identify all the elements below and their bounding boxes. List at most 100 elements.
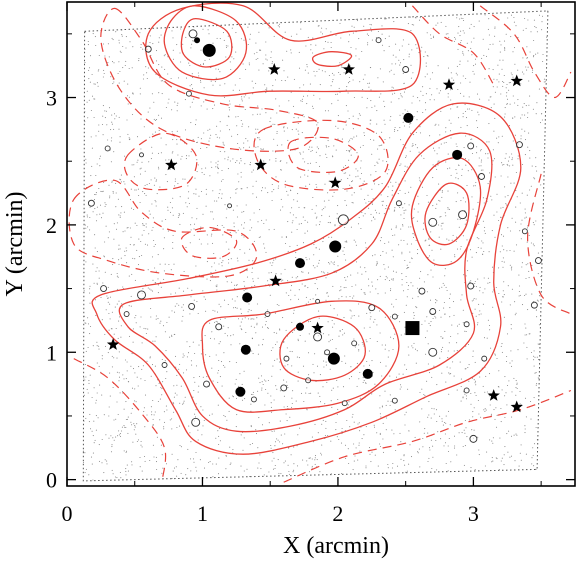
background-point <box>257 146 259 148</box>
background-point <box>174 178 176 180</box>
background-point <box>268 471 270 473</box>
background-point <box>189 432 191 434</box>
background-point <box>352 297 354 299</box>
background-point <box>205 354 207 356</box>
background-point <box>409 150 411 152</box>
background-point <box>434 150 436 152</box>
background-point <box>131 408 133 410</box>
background-point <box>484 465 486 467</box>
background-point <box>509 304 511 306</box>
y-axis-label: Y (arcmin) <box>2 191 28 296</box>
background-point <box>471 109 473 111</box>
background-point <box>462 75 464 77</box>
background-point <box>457 178 459 180</box>
background-point <box>172 241 174 244</box>
background-point <box>170 77 172 80</box>
background-point <box>534 25 536 28</box>
background-point <box>219 71 221 73</box>
background-point <box>185 77 188 79</box>
background-point <box>392 348 394 351</box>
background-point <box>84 363 87 366</box>
background-point <box>276 144 278 146</box>
background-point <box>474 280 476 283</box>
background-point <box>528 333 530 335</box>
background-point <box>362 78 364 80</box>
background-point <box>343 287 345 289</box>
background-point <box>349 149 351 152</box>
background-point <box>182 304 184 306</box>
background-point <box>236 284 238 286</box>
background-point <box>177 183 179 185</box>
background-point <box>344 200 346 202</box>
background-point <box>151 364 154 366</box>
background-point <box>318 165 321 167</box>
background-point <box>327 110 329 112</box>
background-point <box>290 454 292 456</box>
background-point <box>154 199 156 202</box>
background-point <box>349 139 351 141</box>
background-point <box>506 92 508 94</box>
background-point <box>286 420 288 422</box>
background-point <box>329 368 331 370</box>
background-point <box>394 209 396 211</box>
background-point <box>511 157 513 159</box>
background-point <box>427 416 429 418</box>
background-point <box>481 57 483 59</box>
background-point <box>225 46 228 49</box>
background-point <box>95 402 97 404</box>
background-point <box>353 26 355 28</box>
background-point <box>314 457 316 459</box>
background-point <box>202 409 204 411</box>
background-point <box>411 49 413 51</box>
background-point <box>470 467 472 469</box>
background-point <box>125 247 127 249</box>
background-point <box>346 241 348 243</box>
background-point <box>488 18 490 20</box>
background-point <box>404 471 406 473</box>
background-point <box>460 17 462 19</box>
background-point <box>341 360 343 362</box>
background-point <box>115 182 117 184</box>
contour-dashed <box>100 7 319 152</box>
background-point <box>458 26 460 28</box>
background-point <box>437 160 439 162</box>
background-point <box>302 271 304 273</box>
background-point <box>93 199 96 201</box>
background-point <box>305 296 307 298</box>
background-point <box>121 426 123 428</box>
background-point <box>128 335 131 337</box>
background-point <box>144 460 146 462</box>
background-point <box>312 265 314 267</box>
background-point <box>359 114 361 116</box>
background-point <box>390 101 392 103</box>
background-point <box>510 350 512 352</box>
background-point <box>469 81 471 83</box>
background-point <box>232 89 234 91</box>
background-point <box>88 474 90 476</box>
background-point <box>307 221 309 223</box>
background-point <box>169 211 172 213</box>
background-point <box>484 410 486 412</box>
background-point <box>235 426 237 428</box>
background-point <box>540 184 542 186</box>
background-point <box>110 435 112 437</box>
background-point <box>462 19 465 22</box>
background-point <box>436 420 438 423</box>
background-point <box>278 26 281 28</box>
background-point <box>334 224 336 226</box>
background-point <box>445 462 447 465</box>
background-point <box>222 178 224 181</box>
background-point <box>526 346 528 348</box>
background-point <box>518 274 520 276</box>
background-point <box>306 64 308 66</box>
background-point <box>410 226 412 228</box>
background-point <box>353 239 355 241</box>
background-point <box>251 80 253 82</box>
background-point <box>435 409 438 411</box>
background-point <box>422 437 424 440</box>
background-point <box>363 327 365 329</box>
background-point <box>118 372 120 374</box>
background-point <box>412 236 415 238</box>
background-point <box>120 336 122 338</box>
background-point <box>513 16 515 19</box>
